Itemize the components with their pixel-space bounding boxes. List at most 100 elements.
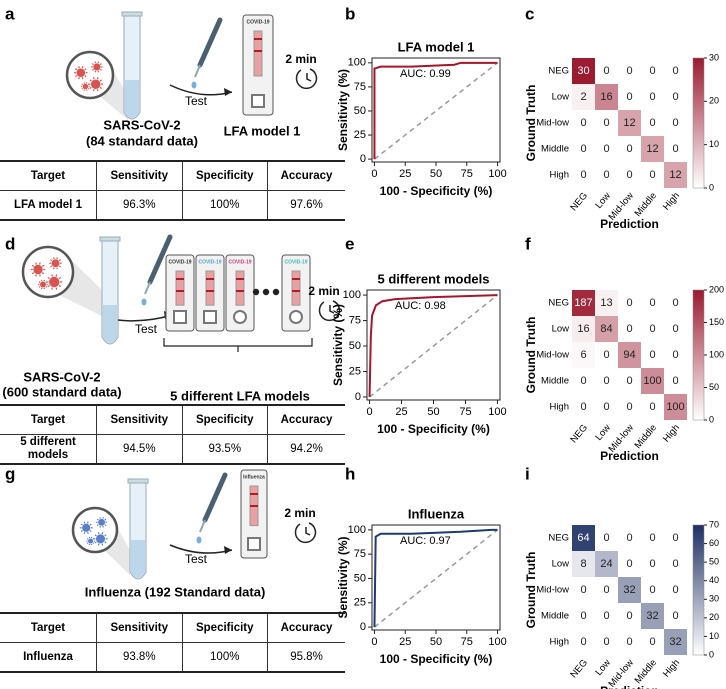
virus xyxy=(81,523,91,533)
x-tick-label: 0 xyxy=(371,636,377,648)
y-tick-label: 75 xyxy=(354,81,366,93)
heat-cell xyxy=(641,577,664,603)
heat-cell xyxy=(641,162,664,188)
data-row: 5 different models 94.5% 93.5% 94.2% xyxy=(0,434,345,464)
panel-label: a xyxy=(5,4,15,23)
cell-value: 0 xyxy=(626,169,632,181)
panel-label: i xyxy=(525,464,530,483)
x-tick-label: 75 xyxy=(461,168,473,180)
cell-value: 0 xyxy=(672,117,678,129)
y-tick-label: Mid-low xyxy=(536,350,569,361)
cell-value: 0 xyxy=(626,323,632,335)
pipette-tip xyxy=(199,519,206,533)
cell-value: 0 xyxy=(603,610,609,622)
y-tick-label: 50 xyxy=(354,572,366,584)
y-tick-label: Low xyxy=(552,92,570,103)
arrow-head xyxy=(224,546,232,554)
colorbar xyxy=(692,524,705,656)
cell-value: 0 xyxy=(626,297,632,309)
x-tick-label: 75 xyxy=(461,636,473,648)
header-row: Target Sensitivity Specificity Accuracy xyxy=(0,613,345,643)
y-tick-label: Middle xyxy=(541,376,569,387)
table-cell: Target xyxy=(0,161,97,191)
cell-value: 0 xyxy=(672,532,678,544)
cell-value: 187 xyxy=(574,297,592,309)
colorbar-tick-label: 0 xyxy=(709,414,714,424)
heat-cell xyxy=(664,342,687,368)
clock xyxy=(295,68,318,90)
heat-cell xyxy=(618,110,641,136)
sample-label: SARS-CoV-2 xyxy=(103,117,180,132)
pipette xyxy=(202,472,228,523)
time-label: 2 min xyxy=(285,52,316,66)
cassette-label: COVID-19 xyxy=(228,259,251,265)
cell-value: 6 xyxy=(580,349,586,361)
table-cell: 97.6% xyxy=(267,190,345,220)
cell-value: 16 xyxy=(600,91,612,103)
y-tick-label: High xyxy=(549,170,569,181)
cell-value: 100 xyxy=(643,375,661,387)
heat-cell xyxy=(572,290,595,316)
sample-well xyxy=(203,310,217,324)
heat-cell xyxy=(664,136,687,162)
cell-value: 0 xyxy=(672,349,678,361)
y-tick-label: Low xyxy=(552,559,570,570)
heat-cell xyxy=(572,316,595,342)
x-tick-label: 25 xyxy=(395,406,407,418)
heat-cell xyxy=(595,110,618,136)
x-tick-label: Low xyxy=(593,422,613,443)
reference-line xyxy=(373,529,499,628)
cell-value: 0 xyxy=(626,375,632,387)
cell-value: 8 xyxy=(580,558,586,570)
magnifier xyxy=(71,506,119,554)
cell-value: 0 xyxy=(626,65,632,77)
cell-value: 0 xyxy=(672,297,678,309)
clock-hand xyxy=(329,305,335,314)
colorbar-tick-label: 200 xyxy=(709,284,724,294)
reference-line xyxy=(369,294,498,398)
cell-value: 0 xyxy=(626,532,632,544)
panel-label: f xyxy=(525,234,531,253)
heat-cell xyxy=(595,603,618,629)
heat-cell xyxy=(618,368,641,394)
heat-cell xyxy=(618,290,641,316)
y-tick-label: 0 xyxy=(360,153,366,165)
drop xyxy=(196,536,202,544)
clock-hand xyxy=(305,527,311,536)
cell-value: 0 xyxy=(672,143,678,155)
cell-value: 0 xyxy=(626,401,632,413)
colorbar-tick-label: 10 xyxy=(709,139,719,149)
y-axis-label: Sensitivity (%) xyxy=(331,304,345,386)
y-tick-label: High xyxy=(549,402,569,413)
x-tick-label: 25 xyxy=(399,636,411,648)
cell-value: 100 xyxy=(666,401,684,413)
heat-cell xyxy=(641,58,664,84)
heat-cell xyxy=(641,290,664,316)
heat-cell xyxy=(664,84,687,110)
x-tick-label: Middle xyxy=(633,657,659,686)
x-axis-label: 100 - Specificity (%) xyxy=(380,652,493,666)
cassette-label: COVID-19 xyxy=(246,19,269,25)
magnifier xyxy=(21,245,75,299)
heat-cell xyxy=(618,603,641,629)
step-label: Test xyxy=(135,322,158,336)
x-tick-label: 0 xyxy=(366,406,372,418)
heat-cell xyxy=(595,162,618,188)
cell-value: 0 xyxy=(580,375,586,387)
cell-value: 84 xyxy=(600,323,612,335)
cell-value: 0 xyxy=(603,349,609,361)
cell-value: 0 xyxy=(649,349,655,361)
x-tick-label: Low xyxy=(593,190,613,211)
cassette-label: COVID-19 xyxy=(168,259,191,265)
bracket xyxy=(163,338,313,352)
y-tick-label: 50 xyxy=(354,105,366,117)
x-axis-label: 100 - Specificity (%) xyxy=(380,184,493,198)
sample-well xyxy=(173,310,187,324)
x-tick-label: High xyxy=(661,190,682,212)
heat-cell xyxy=(572,58,595,84)
x-tick-label: NEG xyxy=(568,657,590,680)
cell-value: 0 xyxy=(649,169,655,181)
strip-window xyxy=(253,30,263,77)
y-tick-label: 0 xyxy=(355,391,361,403)
pipette-tip xyxy=(144,281,151,295)
